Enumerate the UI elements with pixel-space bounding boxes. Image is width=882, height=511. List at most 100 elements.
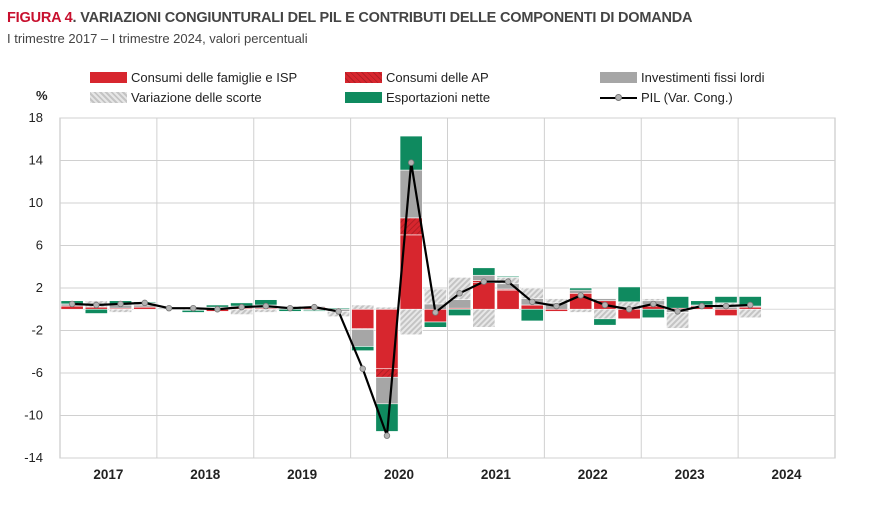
x-tick-label: 2017: [93, 467, 123, 482]
legend-item-esportazioni: Esportazioni nette: [345, 90, 490, 105]
chart-subtitle: I trimestre 2017 – I trimestre 2024, val…: [7, 31, 308, 46]
bar-esportazioni: [496, 276, 520, 278]
x-tick-label: 2022: [578, 467, 608, 482]
pil-point: [165, 304, 173, 312]
pil-point: [432, 309, 439, 316]
bar-investimenti: [593, 298, 617, 302]
bar-consumi-famiglie: [351, 308, 375, 329]
pil-point: [214, 306, 221, 313]
pil-point: [456, 290, 463, 297]
legend-swatch-esportazioni: [345, 92, 382, 103]
bar-consumi-ap: [399, 217, 423, 236]
x-tick-label: 2021: [481, 467, 512, 482]
bar-esportazioni: [302, 310, 326, 312]
pil-point: [625, 306, 633, 313]
legend-item-consumi-famiglie: Consumi delle famiglie e ISP: [90, 70, 297, 85]
bar-scorte: [351, 304, 375, 310]
y-tick-label: -10: [24, 408, 43, 423]
bar-scorte: [520, 287, 544, 299]
x-tick-label: 2019: [287, 467, 317, 482]
pil-point: [359, 365, 366, 372]
bar-scorte: [569, 308, 593, 313]
pil-point: [529, 298, 536, 306]
legend-item-investimenti: Investimenti fissi lordi: [600, 70, 765, 85]
bar-scorte: [593, 308, 617, 320]
pil-point: [698, 302, 705, 310]
x-tick-label: 2018: [190, 467, 221, 482]
legend-item-scorte: Variazione delle scorte: [90, 90, 262, 105]
legend-swatch-scorte: [90, 92, 127, 103]
bar-scorte: [109, 308, 132, 313]
bar-scorte: [375, 306, 399, 310]
bar-investimenti: [375, 376, 399, 405]
bar-consumi-famiglie: [133, 306, 157, 310]
legend-swatch-investimenti: [600, 72, 637, 83]
pil-point: [601, 301, 609, 309]
bar-scorte: [254, 308, 278, 313]
bar-esportazioni: [423, 321, 447, 328]
legend-label: Esportazioni nette: [386, 90, 491, 105]
pil-point: [747, 301, 754, 309]
pil-point: [674, 308, 681, 315]
legend-label: Consumi delle AP: [386, 70, 489, 85]
chart-title: FIGURA 4. VARIAZIONI CONGIUNTURALI DEL P…: [7, 10, 693, 26]
bar-esportazioni: [472, 267, 496, 276]
y-tick-label: 2: [36, 280, 43, 295]
legend-label: Investimenti fissi lordi: [641, 70, 765, 85]
bar-esportazioni: [569, 287, 593, 291]
title-text: . VARIAZIONI CONGIUNTURALI DEL PIL E CON…: [72, 10, 693, 26]
pil-point: [480, 278, 488, 285]
y-axis-unit: %: [36, 88, 48, 103]
bar-investimenti: [448, 299, 472, 309]
pil-point: [262, 302, 270, 310]
x-tick-label: 2023: [675, 467, 706, 482]
bar-esportazioni: [641, 308, 665, 319]
y-tick-label: -14: [24, 450, 43, 465]
bar-scorte: [472, 308, 496, 328]
legend-label: Consumi delle famiglie e ISP: [131, 70, 298, 85]
pil-point: [93, 301, 100, 309]
legend-label: PIL (Var. Cong.): [641, 90, 733, 105]
bar-esportazioni: [448, 308, 472, 316]
bar-esportazioni: [351, 346, 375, 351]
pil-point: [311, 303, 318, 311]
x-tick-label: 2020: [384, 467, 414, 482]
bar-consumi-famiglie: [714, 308, 738, 316]
bar-esportazioni: [666, 296, 690, 309]
legend-swatch-consumi-famiglie: [90, 72, 127, 83]
y-tick-label: 14: [29, 153, 43, 168]
bar-consumi-famiglie: [545, 308, 568, 312]
bar-esportazioni: [593, 318, 617, 326]
bar-esportazioni: [617, 286, 641, 303]
pil-point: [141, 299, 148, 307]
pil-point: [383, 432, 391, 439]
pil-point: [117, 300, 124, 308]
pil-point: [553, 302, 560, 310]
bar-scorte: [423, 288, 447, 305]
pil-point: [650, 300, 657, 308]
bar-consumi-famiglie: [520, 304, 544, 310]
legend-swatch-pil: [600, 92, 637, 103]
figure-label: FIGURA 4: [7, 10, 73, 26]
y-tick-label: 6: [36, 238, 43, 253]
legend-item-consumi-ap: Consumi delle AP: [345, 70, 489, 85]
bar-consumi-ap: [375, 368, 399, 378]
y-tick-label: 18: [29, 110, 43, 125]
pil-point: [238, 303, 245, 311]
bar-scorte: [399, 308, 423, 336]
bar-scorte: [738, 308, 762, 319]
bar-investimenti: [351, 329, 375, 347]
legend-swatch-consumi-ap: [345, 72, 382, 83]
bar-scorte: [666, 312, 690, 329]
bar-scorte: [641, 298, 665, 302]
legend-label: Variazione delle scorte: [131, 90, 262, 105]
pil-point: [504, 278, 512, 285]
legend-item-pil: PIL (Var. Cong.): [600, 90, 733, 105]
pil-point: [722, 302, 730, 310]
pil-point: [335, 308, 342, 315]
pil-point: [577, 292, 584, 299]
bar-consumi-famiglie: [472, 282, 496, 310]
pil-point: [407, 159, 415, 166]
y-tick-label: -6: [31, 365, 43, 380]
